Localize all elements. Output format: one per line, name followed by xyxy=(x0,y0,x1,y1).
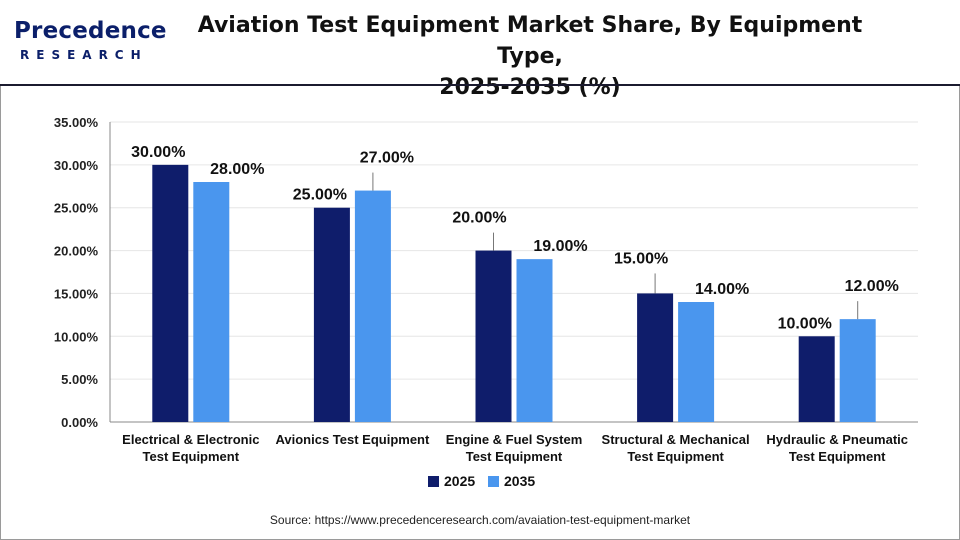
data-label: 27.00% xyxy=(360,150,414,167)
bar-2025 xyxy=(637,293,674,422)
bar-chart: 0.00% 5.00% 10.00% 15.00% 20.00% 25.00% 30.00%… xyxy=(54,115,918,527)
bar-2025 xyxy=(152,164,189,422)
x-category-label: Test Equipment xyxy=(789,449,886,464)
y-tick-label: 20.00% xyxy=(54,244,99,259)
chart-title: Aviation Test Equipment Market Share, By… xyxy=(180,10,880,103)
logo-wordmark: Precedence xyxy=(14,18,167,44)
x-category-label: Test Equipment xyxy=(143,449,240,464)
bar-2035 xyxy=(354,190,391,422)
x-category-label: Test Equipment xyxy=(627,449,724,464)
data-label: 12.00% xyxy=(845,278,899,295)
bar-2035 xyxy=(839,319,876,422)
x-category-label: Test Equipment xyxy=(466,449,563,464)
y-tick-label: 35.00% xyxy=(54,115,99,130)
x-category-label: Hydraulic & Pneumatic xyxy=(766,432,908,447)
precedence-logo: Precedence RESEARCH xyxy=(14,12,167,68)
legend-label-2025: 2025 xyxy=(444,473,475,489)
legend-swatch-2025 xyxy=(428,476,439,487)
source-note: Source: https://www.precedenceresearch.c… xyxy=(270,513,691,527)
data-label: 19.00% xyxy=(533,238,587,255)
legend-swatch-2035 xyxy=(488,476,499,487)
bar-2035 xyxy=(678,302,715,422)
y-tick-label: 5.00% xyxy=(61,372,98,387)
x-category-label: Engine & Fuel System xyxy=(446,432,583,447)
x-category-label: Avionics Test Equipment xyxy=(275,432,430,447)
x-category-label: Structural & Mechanical xyxy=(602,432,750,447)
y-tick-label: 25.00% xyxy=(54,201,99,216)
bar-2025 xyxy=(475,250,512,422)
bar-2035 xyxy=(193,182,230,422)
y-tick-label: 15.00% xyxy=(54,286,99,301)
data-label: 10.00% xyxy=(778,315,832,332)
data-label: 25.00% xyxy=(293,187,347,204)
chart-title-line-1: Aviation Test Equipment Market Share, By… xyxy=(197,13,863,69)
data-label: 15.00% xyxy=(614,250,668,267)
logo-subtitle: RESEARCH xyxy=(20,48,148,62)
legend-label-2035: 2035 xyxy=(504,473,535,489)
y-tick-label: 30.00% xyxy=(54,158,99,173)
data-label: 30.00% xyxy=(131,144,185,161)
data-label: 28.00% xyxy=(210,161,264,178)
header: Precedence RESEARCH Aviation Test Equipm… xyxy=(0,0,960,100)
data-label: 14.00% xyxy=(695,281,749,298)
x-category-label: Electrical & Electronic xyxy=(122,432,259,447)
bar-2035 xyxy=(516,259,553,422)
bar-2025 xyxy=(798,336,835,422)
header-divider xyxy=(0,84,960,86)
y-tick-label: 10.00% xyxy=(54,329,99,344)
data-label: 20.00% xyxy=(452,210,506,227)
bar-2025 xyxy=(313,207,350,422)
chart-title-line-2: 2025-2035 (%) xyxy=(439,75,621,100)
y-tick-label: 0.00% xyxy=(61,415,98,430)
